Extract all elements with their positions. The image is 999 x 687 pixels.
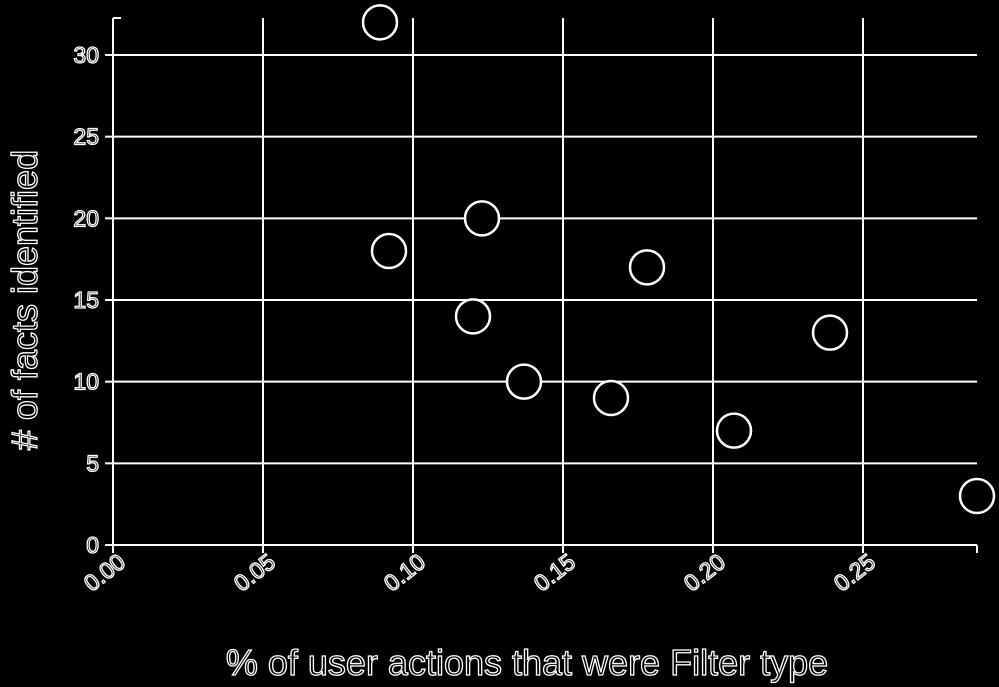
data-point [811, 314, 849, 351]
data-points [361, 4, 996, 515]
data-point [463, 200, 501, 237]
y-tick-label: 30 [73, 42, 99, 68]
data-point [628, 249, 666, 286]
y-axis-title: # of facts identified [4, 150, 45, 450]
data-point [592, 379, 630, 417]
data-point [361, 4, 399, 41]
data-point [958, 477, 996, 515]
y-tick-label: 0 [86, 532, 99, 558]
data-point [505, 363, 543, 400]
y-tick-label: 20 [73, 205, 99, 231]
data-point [370, 232, 408, 270]
y-tick-label: 5 [86, 450, 99, 476]
axes [112, 17, 978, 553]
data-point [454, 298, 492, 335]
y-tick-label: 25 [73, 124, 99, 150]
x-axis-title: % of user actions that were Filter type [226, 642, 828, 683]
grid [113, 18, 977, 545]
y-axis-ticks: 0 5 10 15 20 25 30 [73, 41, 113, 559]
data-point [715, 412, 753, 449]
y-tick-label: 15 [73, 287, 99, 313]
y-tick-label: 10 [73, 369, 99, 395]
